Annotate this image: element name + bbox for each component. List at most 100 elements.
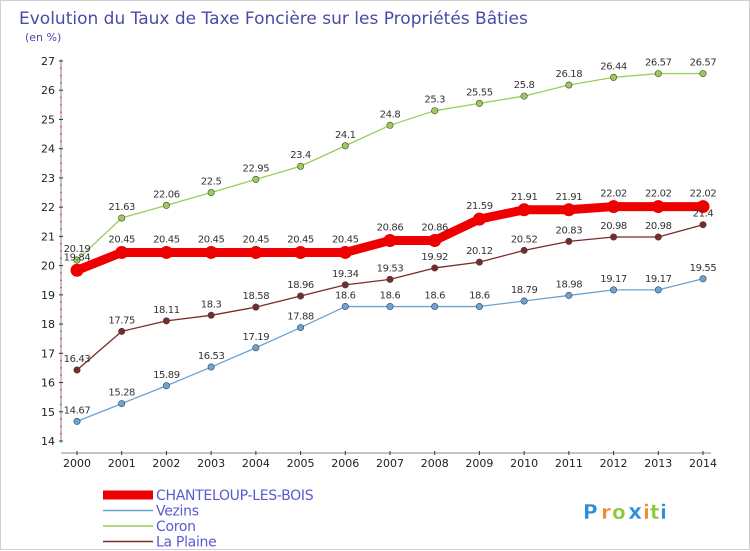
y-minor-tick (60, 425, 62, 428)
y-tick-label: 22 (41, 201, 55, 214)
data-point (565, 291, 573, 299)
data-label: 18.6 (424, 291, 445, 302)
data-point (654, 233, 662, 241)
data-label: 18.98 (556, 279, 583, 290)
data-label: 19.92 (421, 252, 448, 263)
logo-letter: x (628, 500, 642, 525)
data-point (610, 73, 618, 81)
data-label: 26.57 (645, 58, 672, 69)
data-label: 18.6 (469, 291, 490, 302)
data-label: 20.45 (198, 234, 225, 245)
y-minor-tick (60, 432, 62, 435)
data-point (338, 245, 352, 259)
y-tick-label: 15 (41, 406, 55, 419)
data-label: 19.53 (377, 263, 404, 274)
data-point (431, 107, 439, 115)
data-label: 23.4 (290, 150, 311, 161)
x-tick-label: 2011 (555, 457, 583, 470)
data-point (696, 200, 710, 214)
data-point (520, 246, 528, 254)
y-tick-label: 17 (41, 347, 55, 360)
data-label: 20.45 (287, 234, 314, 245)
x-tick-label: 2007 (376, 457, 404, 470)
y-tick-label: 18 (41, 318, 55, 331)
y-tick-label: 24 (41, 143, 55, 156)
data-point (118, 327, 126, 335)
y-minor-tick (60, 169, 62, 172)
y-minor-tick (60, 213, 62, 216)
data-point (207, 189, 215, 197)
data-point (252, 175, 260, 183)
data-point (607, 200, 621, 214)
y-minor-tick (60, 257, 62, 260)
y-minor-tick (60, 140, 62, 143)
y-minor-tick (60, 184, 62, 187)
data-label: 20.86 (421, 222, 448, 233)
y-minor-tick (60, 155, 62, 157)
y-tick-label: 21 (41, 230, 55, 243)
data-label: 18.96 (287, 280, 314, 291)
data-point (654, 70, 662, 78)
data-point (520, 92, 528, 100)
data-label: 24.1 (335, 130, 356, 141)
data-label: 16.53 (198, 351, 225, 362)
y-minor-tick (60, 220, 62, 223)
data-label: 25.3 (424, 95, 445, 106)
data-point (520, 297, 528, 305)
data-point (431, 303, 439, 311)
data-point (699, 221, 707, 229)
x-tick-label: 2008 (421, 457, 449, 470)
data-label: 21.4 (693, 209, 714, 220)
y-tick-label: 19 (41, 289, 55, 302)
data-point (118, 214, 126, 222)
data-label: 21.63 (108, 202, 135, 213)
x-tick-label: 2003 (197, 457, 225, 470)
y-tick-label: 14 (41, 435, 55, 448)
y-minor-tick (60, 133, 62, 135)
data-point (341, 281, 349, 289)
legend-label: Coron (156, 519, 196, 535)
data-label: 19.84 (64, 252, 91, 263)
x-tick-label: 2002 (152, 457, 180, 470)
data-point (297, 324, 305, 332)
data-label: 18.11 (153, 305, 180, 316)
data-label: 26.44 (600, 61, 627, 72)
data-point (162, 317, 170, 325)
data-label: 22.06 (153, 189, 180, 200)
chart-subtitle: (en %) (25, 31, 61, 44)
data-point (252, 303, 260, 311)
y-minor-tick (60, 388, 62, 391)
y-minor-tick (60, 96, 62, 99)
data-label: 20.86 (377, 222, 404, 233)
data-point (428, 233, 442, 247)
y-minor-tick (60, 125, 62, 128)
x-tick-label: 2001 (108, 457, 136, 470)
y-tick-label: 27 (41, 55, 55, 68)
data-label: 20.83 (556, 225, 583, 236)
data-point (118, 400, 126, 408)
y-minor-tick (60, 367, 62, 369)
data-point (383, 233, 397, 247)
data-label: 18.58 (243, 291, 270, 302)
data-point (610, 233, 618, 241)
y-tick-label: 23 (41, 172, 55, 185)
y-minor-tick (60, 74, 62, 77)
y-tick-label: 20 (41, 260, 55, 273)
data-label: 18.79 (511, 285, 538, 296)
data-label: 21.91 (511, 192, 538, 203)
chart-title: Evolution du Taux de Taxe Foncière sur l… (19, 9, 528, 29)
data-point (699, 70, 707, 78)
legend-label: CHANTELOUP-LES-BOIS (156, 488, 314, 504)
series-layer (70, 70, 710, 425)
y-minor-tick (60, 111, 62, 114)
data-label: 15.28 (108, 388, 135, 399)
data-point (162, 382, 170, 390)
data-label: 22.95 (243, 163, 270, 174)
y-minor-tick (60, 403, 62, 406)
data-label: 22.02 (645, 189, 672, 200)
data-point (207, 363, 215, 371)
data-point (475, 99, 483, 107)
data-point (651, 200, 665, 214)
